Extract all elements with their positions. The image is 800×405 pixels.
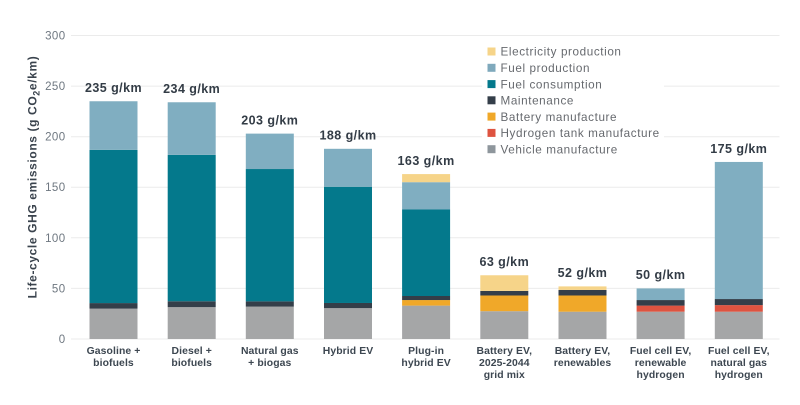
svg-text:300: 300 — [45, 31, 65, 43]
svg-text:biofuels: biofuels — [93, 358, 134, 369]
svg-text:Gasoline +: Gasoline + — [87, 346, 141, 357]
svg-text:52 g/km: 52 g/km — [558, 266, 608, 280]
svg-text:renewables: renewables — [554, 358, 612, 369]
svg-text:200: 200 — [45, 132, 65, 144]
svg-text:234 g/km: 234 g/km — [163, 82, 220, 96]
svg-text:163 g/km: 163 g/km — [398, 154, 455, 168]
svg-text:Battery EV,: Battery EV, — [477, 346, 533, 357]
svg-text:renewable: renewable — [635, 358, 687, 369]
svg-text:235 g/km: 235 g/km — [85, 81, 142, 95]
svg-text:hybrid EV: hybrid EV — [401, 358, 450, 369]
svg-text:Battery manufacture: Battery manufacture — [501, 111, 618, 124]
svg-text:100: 100 — [45, 233, 65, 245]
svg-text:+ biogas: + biogas — [248, 358, 291, 369]
svg-text:188 g/km: 188 g/km — [319, 129, 376, 143]
svg-text:0: 0 — [59, 334, 66, 346]
svg-text:150: 150 — [45, 182, 65, 194]
svg-text:250: 250 — [45, 81, 65, 93]
svg-text:hydrogen: hydrogen — [637, 370, 685, 381]
svg-text:203 g/km: 203 g/km — [241, 113, 298, 127]
svg-text:2025-2044: 2025-2044 — [479, 358, 530, 369]
svg-text:Fuel consumption: Fuel consumption — [501, 78, 603, 91]
svg-text:Vehicle manufacture: Vehicle manufacture — [501, 143, 618, 156]
svg-text:Fuel production: Fuel production — [501, 62, 591, 75]
svg-text:Battery EV,: Battery EV, — [555, 346, 611, 357]
svg-text:Hybrid EV: Hybrid EV — [323, 346, 374, 357]
svg-text:63 g/km: 63 g/km — [479, 255, 529, 269]
svg-text:Life-cycle GHG emissions (g CO: Life-cycle GHG emissions (g CO2e/km) — [26, 56, 42, 299]
svg-text:hydrogen: hydrogen — [715, 370, 763, 381]
svg-text:Electricity production: Electricity production — [501, 46, 622, 59]
svg-text:50 g/km: 50 g/km — [636, 268, 686, 282]
svg-text:Fuel cell EV,: Fuel cell EV, — [708, 346, 770, 357]
svg-text:50: 50 — [52, 283, 66, 295]
svg-text:grid mix: grid mix — [484, 370, 525, 381]
svg-text:biofuels: biofuels — [171, 358, 212, 369]
svg-text:Maintenance: Maintenance — [501, 95, 575, 108]
svg-text:175 g/km: 175 g/km — [710, 142, 767, 156]
svg-text:Natural gas: Natural gas — [241, 346, 299, 357]
svg-text:Fuel cell EV,: Fuel cell EV, — [630, 346, 692, 357]
svg-text:natural gas: natural gas — [711, 358, 768, 369]
svg-text:Diesel +: Diesel + — [172, 346, 212, 357]
svg-text:Plug-in: Plug-in — [408, 346, 444, 357]
svg-text:Hydrogen tank manufacture: Hydrogen tank manufacture — [501, 127, 660, 140]
